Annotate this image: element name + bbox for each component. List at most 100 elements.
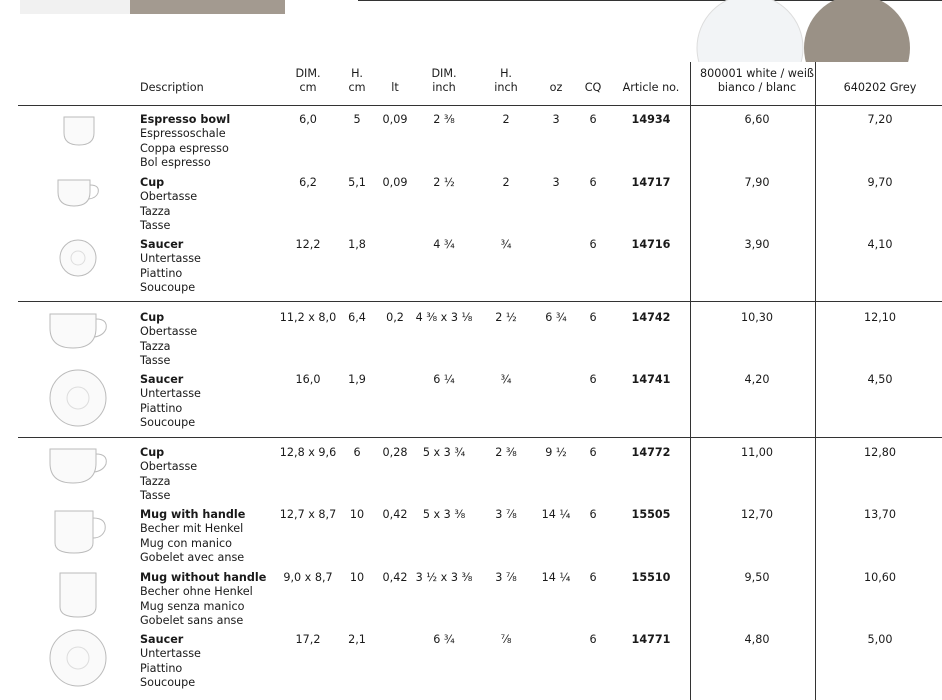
text: ¾ (500, 373, 512, 386)
text: 2 ⅜ (433, 113, 455, 126)
product-image (88, 184, 99, 200)
product-image (66, 646, 90, 670)
text: Cup (140, 176, 165, 189)
text: 13,70 (863, 508, 897, 521)
text: 3 (552, 176, 560, 189)
text: 16,0 (295, 373, 321, 386)
text: 4,20 (744, 373, 770, 386)
image-top-left (20, 0, 130, 14)
text: 3 (552, 113, 560, 126)
text: 6 ¾ (545, 311, 567, 324)
text: Tazza (140, 204, 171, 218)
product-image (49, 313, 97, 349)
text: 12,2 (295, 238, 321, 251)
text: Cup (140, 311, 165, 324)
text: 5 x 3 ¾ (422, 446, 466, 459)
text: 14 ¼ (541, 508, 571, 521)
text: cm (299, 81, 317, 94)
text: 6 (589, 571, 597, 584)
text: CQ (584, 81, 602, 94)
text: 3,90 (744, 238, 770, 251)
text: Gobelet avec anse (140, 550, 245, 564)
text: Mug with handle (140, 508, 246, 521)
text: 6 (589, 373, 597, 386)
text: Tasse (140, 353, 171, 367)
text: 14742 (631, 311, 671, 324)
text: 7,90 (744, 176, 770, 189)
text: Bol espresso (140, 155, 211, 169)
text: 2 ½ (433, 176, 455, 189)
text: Tasse (140, 218, 171, 232)
text: 2 ½ (495, 311, 517, 324)
text: 0,09 (382, 113, 408, 126)
text: Mug con manico (140, 536, 232, 550)
text: Soucoupe (140, 280, 196, 294)
text: 0,42 (382, 571, 408, 584)
text: 0,2 (386, 311, 404, 324)
text: 1,9 (348, 373, 366, 386)
text: H. (500, 67, 512, 80)
text: 5,00 (867, 633, 893, 646)
text: Espresso bowl (140, 113, 231, 126)
product-image (49, 369, 107, 427)
text: 10,30 (740, 311, 774, 324)
text: Saucer (140, 633, 184, 646)
text: Mug without handle (140, 571, 267, 584)
text: Saucer (140, 238, 184, 251)
text: H. (351, 67, 363, 80)
text: inch (432, 81, 456, 94)
text: 1,8 (348, 238, 366, 251)
text: 9,50 (744, 571, 770, 584)
text: 6 (589, 113, 597, 126)
text: bianco / blanc (717, 81, 797, 94)
text: 4 ⅜ x 3 ⅛ (415, 311, 473, 324)
text: 6 (589, 176, 597, 189)
text: 12,70 (740, 508, 774, 521)
text: 6 (589, 446, 597, 459)
text: Gobelet sans anse (140, 613, 244, 627)
text: 14741 (631, 373, 671, 386)
text: 3 ⅞ (495, 571, 517, 584)
text: 12,80 (863, 446, 897, 459)
image-top-left-grey (130, 0, 285, 14)
text: 2 (502, 176, 510, 189)
text: Tazza (140, 339, 171, 353)
text: Soucoupe (140, 415, 196, 429)
text: Mug senza manico (140, 599, 245, 613)
text: 4,50 (867, 373, 893, 386)
text: 9,70 (867, 176, 893, 189)
text: 2,1 (348, 633, 366, 646)
product-image (59, 239, 97, 277)
text: cm (348, 81, 366, 94)
text: 3 ⅞ (495, 508, 517, 521)
text: 15510 (631, 571, 671, 584)
text: 15505 (631, 508, 671, 521)
text: 6 ¾ (433, 633, 455, 646)
text: 0,28 (382, 446, 408, 459)
text: 12,8 x 9,6 (279, 446, 337, 459)
text: 17,2 (295, 633, 321, 646)
product-image (57, 179, 91, 207)
text: 9,0 x 8,7 (283, 571, 333, 584)
text: 4 ¾ (433, 238, 455, 251)
text: 10 (349, 571, 365, 584)
text: 10 (349, 508, 365, 521)
text: Soucoupe (140, 675, 196, 689)
text: 6 ¼ (433, 373, 455, 386)
plate-grey (804, 0, 910, 62)
text: 6 (589, 633, 597, 646)
text: 14716 (631, 238, 671, 251)
text: 6 (589, 508, 597, 521)
text: 14771 (631, 633, 671, 646)
text: 9 ½ (545, 446, 567, 459)
text: Obertasse (140, 190, 198, 204)
text: 5 (353, 113, 361, 126)
text: Cup (140, 446, 165, 459)
product-image (49, 448, 97, 484)
text: 5 x 3 ⅜ (422, 508, 466, 521)
text: DIM. (431, 67, 457, 80)
text: 2 (502, 113, 510, 126)
text: 640202 Grey (843, 81, 917, 94)
